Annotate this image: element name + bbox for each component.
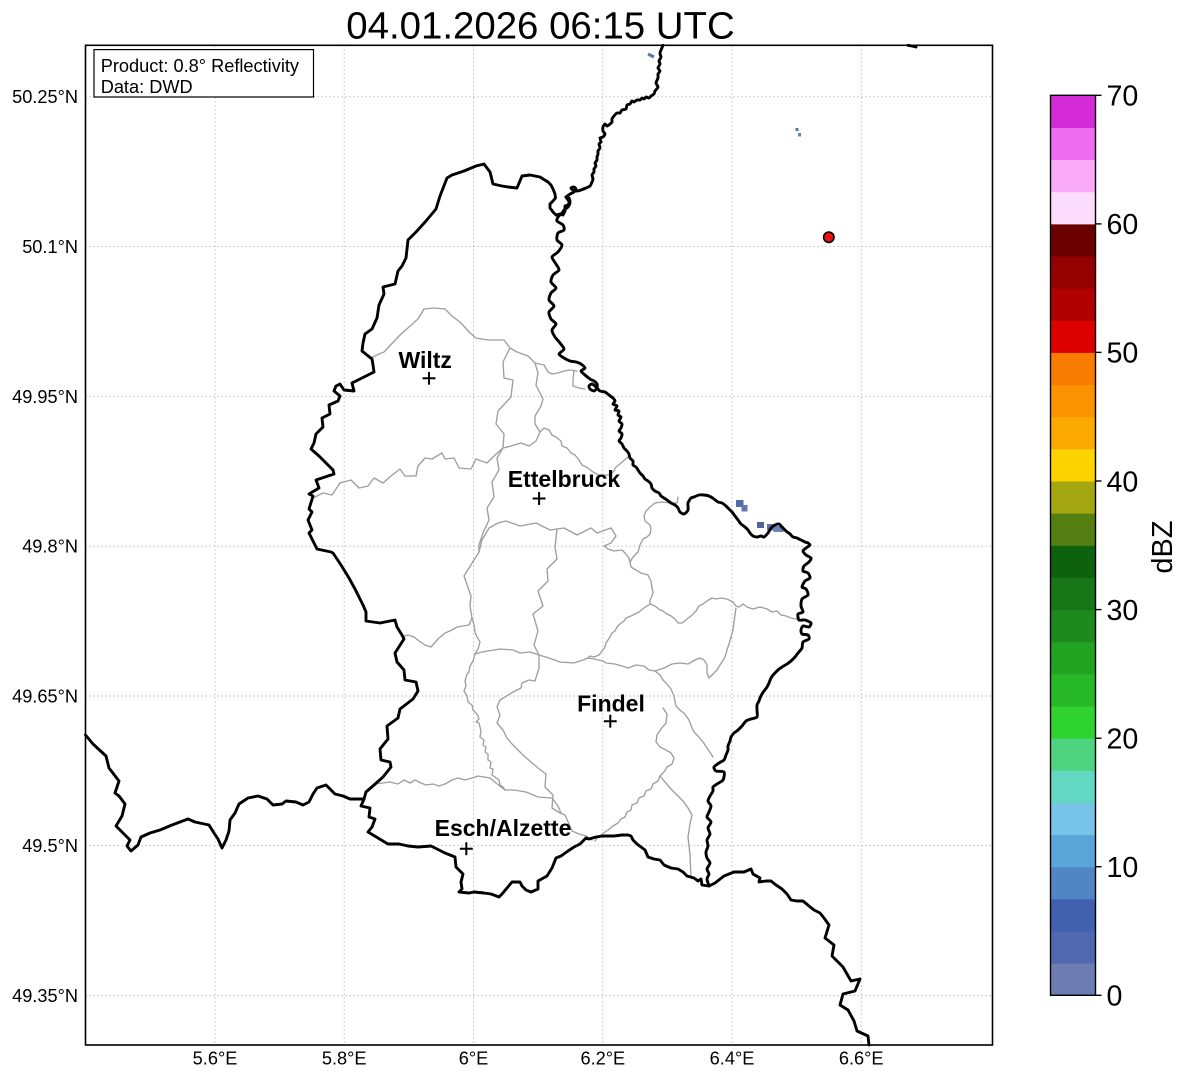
svg-text:6.6°E: 6.6°E — [839, 1049, 884, 1069]
svg-text:49.35°N: 49.35°N — [12, 986, 78, 1006]
svg-text:49.65°N: 49.65°N — [12, 686, 78, 706]
svg-text:Data: DWD: Data: DWD — [101, 77, 193, 97]
svg-text:20: 20 — [1107, 724, 1139, 756]
svg-text:04.01.2026 06:15 UTC: 04.01.2026 06:15 UTC — [346, 5, 734, 48]
svg-text:70: 70 — [1107, 81, 1139, 113]
svg-text:0: 0 — [1107, 981, 1123, 1013]
svg-text:49.8°N: 49.8°N — [22, 537, 78, 557]
svg-text:49.5°N: 49.5°N — [22, 836, 78, 856]
svg-text:6°E: 6°E — [459, 1049, 489, 1069]
svg-text:5.8°E: 5.8°E — [322, 1049, 367, 1069]
svg-text:6.2°E: 6.2°E — [580, 1049, 625, 1069]
svg-text:40: 40 — [1107, 466, 1139, 498]
svg-text:30: 30 — [1107, 595, 1139, 627]
svg-text:Wiltz: Wiltz — [398, 347, 451, 373]
svg-text:Ettelbruck: Ettelbruck — [508, 466, 621, 492]
svg-text:dBZ: dBZ — [1147, 520, 1179, 573]
svg-text:49.95°N: 49.95°N — [12, 387, 78, 407]
svg-text:50: 50 — [1107, 338, 1139, 370]
svg-text:Product: 0.8° Reflectivity: Product: 0.8° Reflectivity — [101, 56, 300, 76]
svg-text:5.6°E: 5.6°E — [193, 1049, 238, 1069]
svg-text:10: 10 — [1107, 852, 1139, 884]
svg-text:60: 60 — [1107, 209, 1139, 241]
svg-text:Findel: Findel — [577, 690, 645, 716]
svg-text:6.4°E: 6.4°E — [710, 1049, 755, 1069]
svg-text:50.25°N: 50.25°N — [12, 87, 78, 107]
svg-text:Esch/Alzette: Esch/Alzette — [435, 815, 572, 841]
svg-text:50.1°N: 50.1°N — [22, 237, 78, 257]
